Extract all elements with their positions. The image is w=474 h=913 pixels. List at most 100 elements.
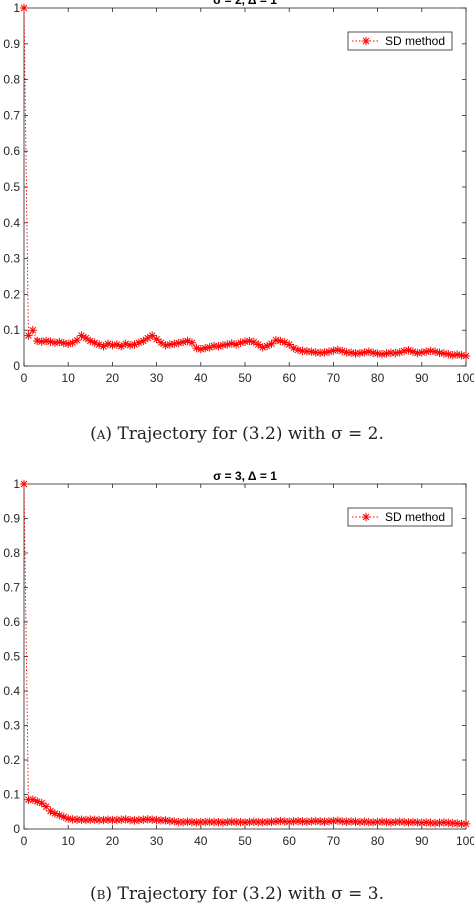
plot-area-a xyxy=(23,7,467,367)
data-point-a xyxy=(457,351,466,360)
data-point-a xyxy=(161,341,170,350)
caption-text-a: Trajectory for (3.2) with σ = 2. xyxy=(117,424,384,444)
data-point-a xyxy=(103,339,113,349)
data-point-a xyxy=(448,351,457,360)
data-point-b xyxy=(236,817,245,827)
chart-title-a: σ = 2, Δ = 1 xyxy=(213,0,277,7)
y-tick-label-a: 0.4 xyxy=(3,216,20,230)
data-point-a xyxy=(382,349,391,358)
data-point-a xyxy=(19,3,29,13)
data-point-a xyxy=(373,349,382,358)
x-tick-label-a: 80 xyxy=(371,371,385,385)
caption-label-b: (b) xyxy=(90,884,113,904)
data-point-b xyxy=(46,806,55,816)
data-point-b xyxy=(94,815,104,825)
x-tick-label-a: 20 xyxy=(106,371,120,385)
data-point-a xyxy=(108,341,117,350)
legend-label-b: SD method xyxy=(385,510,445,524)
data-point-a xyxy=(165,340,175,349)
data-point-a xyxy=(99,342,108,351)
y-tick-label-a: 0.3 xyxy=(3,252,20,266)
data-point-a xyxy=(170,339,179,349)
data-point-a xyxy=(37,337,46,346)
data-point-a xyxy=(285,340,294,349)
y-tick-label-b: 0.4 xyxy=(3,684,20,698)
data-point-a xyxy=(28,326,38,335)
y-tick-label-b: 0.9 xyxy=(3,512,20,526)
data-point-a xyxy=(139,336,148,346)
data-point-b xyxy=(377,817,387,826)
x-tick-label-a: 70 xyxy=(327,371,341,385)
x-tick-label-b: 40 xyxy=(194,834,208,848)
x-tick-label-a: 50 xyxy=(238,371,252,385)
data-point-a xyxy=(391,348,400,358)
data-point-b xyxy=(147,815,157,824)
data-point-a xyxy=(41,336,51,346)
data-point-a xyxy=(320,348,329,357)
x-tick-label-b: 70 xyxy=(327,834,341,848)
legend-marker-a xyxy=(361,36,371,46)
data-point-a xyxy=(68,338,77,347)
x-tick-label-a: 90 xyxy=(415,371,429,385)
y-tick-label-a: 0.6 xyxy=(3,144,20,158)
data-point-a xyxy=(307,347,316,356)
data-point-a xyxy=(218,341,228,350)
data-point-a xyxy=(249,337,259,347)
chart-panel-a: σ = 2, Δ = 1 0 10 20 30 40 50 60 70 80 90 100 0 0.1 0.… xyxy=(0,0,474,456)
x-tick-label-b: 90 xyxy=(415,834,429,848)
data-point-a xyxy=(360,348,369,357)
legend-box-b xyxy=(347,507,453,527)
data-point-a xyxy=(187,338,197,347)
x-tick-label-b: 20 xyxy=(106,834,120,848)
data-point-b xyxy=(64,814,73,823)
legend-a: SD method xyxy=(347,31,453,51)
y-tick-label-a: 0.1 xyxy=(3,323,20,337)
data-point-b xyxy=(170,817,179,826)
x-tick-label-a: 0 xyxy=(21,371,28,385)
data-point-a xyxy=(435,348,444,357)
line-chart-b: σ = 3, Δ = 1 0 10 20 30 40 50 60 70 80 90 100 0 0.1 0.… xyxy=(3,469,474,848)
data-point-a xyxy=(81,333,91,343)
caption-b: (b) Trajectory for (3.2) with σ = 3. xyxy=(0,884,474,904)
y-tick-label-b: 0.3 xyxy=(3,719,20,733)
data-point-a xyxy=(311,348,320,357)
data-point-a xyxy=(77,331,86,340)
chart-panel-b: σ = 3, Δ = 1 0 10 20 30 40 50 60 70 80 90 100 0 0.1 0.… xyxy=(0,456,474,913)
y-tick-label-a: 0 xyxy=(13,359,20,373)
y-tick-label-a: 0.7 xyxy=(3,108,20,122)
y-tick-label-a: 0.2 xyxy=(3,287,20,301)
data-point-a xyxy=(50,338,60,347)
data-point-a xyxy=(147,331,157,340)
caption-label-a: (a) xyxy=(90,424,113,444)
x-tick-label-a: 10 xyxy=(62,371,76,385)
y-tick-label-b: 0.8 xyxy=(3,546,20,560)
legend-box-a xyxy=(347,31,453,51)
y-tick-label-b: 0.7 xyxy=(3,581,20,595)
data-point-a xyxy=(33,336,42,346)
y-tick-label-b: 0.6 xyxy=(3,615,20,629)
x-tick-label-a: 60 xyxy=(283,371,297,385)
legend-marker-b xyxy=(361,512,371,522)
data-point-a xyxy=(346,348,356,357)
x-tick-label-b: 50 xyxy=(238,834,252,848)
x-tick-label-b: 0 xyxy=(21,834,28,848)
x-tick-label-a: 30 xyxy=(150,371,164,385)
data-point-a xyxy=(377,349,387,359)
data-point-a xyxy=(24,331,33,340)
data-point-a xyxy=(240,337,250,346)
caption-text-b: Trajectory for (3.2) with σ = 3. xyxy=(117,884,384,904)
data-point-b xyxy=(121,815,130,824)
y-tick-label-b: 0.1 xyxy=(3,788,20,802)
data-point-a xyxy=(426,346,435,356)
x-tick-label-b: 80 xyxy=(371,834,385,848)
data-point-b xyxy=(333,816,343,825)
data-point-b xyxy=(37,798,46,808)
data-point-a xyxy=(59,338,68,348)
y-tick-label-a: 0.8 xyxy=(3,73,20,87)
chart-title-b: σ = 3, Δ = 1 xyxy=(213,469,277,483)
data-point-a xyxy=(271,336,281,345)
data-point-b xyxy=(19,479,29,489)
data-point-a xyxy=(152,334,161,344)
y-tick-label-b: 0.5 xyxy=(3,650,20,664)
data-point-a xyxy=(329,346,338,355)
